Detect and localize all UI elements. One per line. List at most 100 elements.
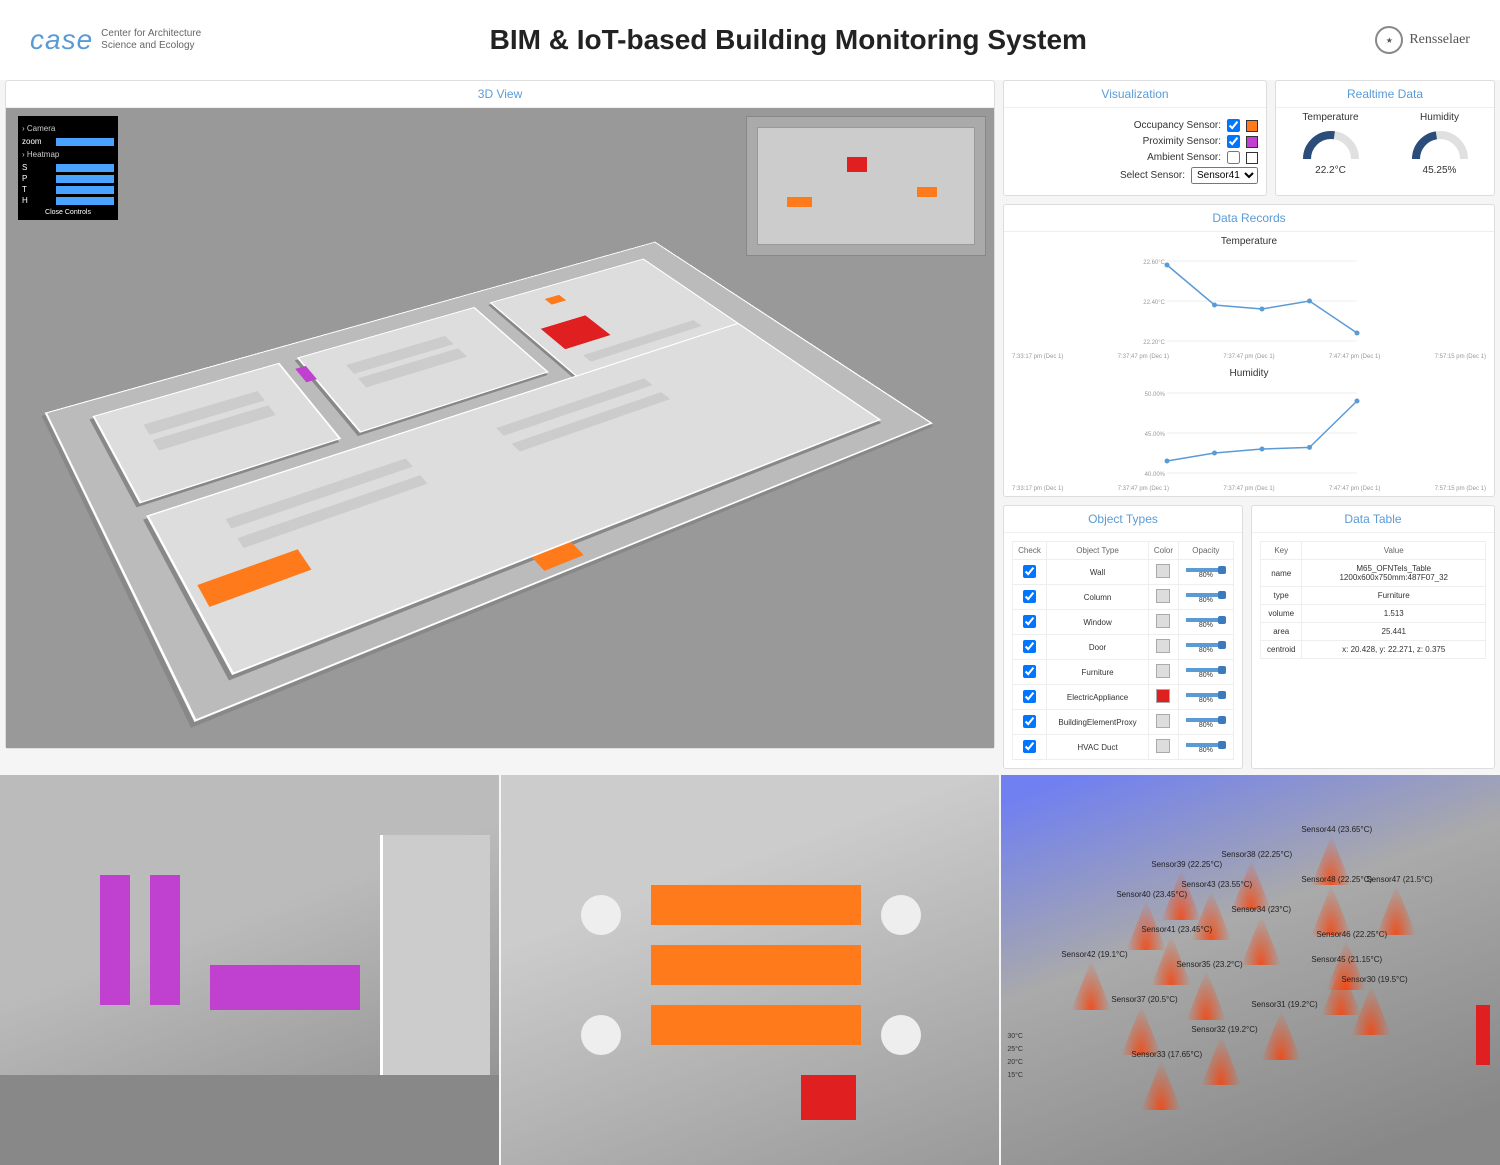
chart-temperature: Temperature 22.60°C22.40°C22.20°C 7:33:1… [1004,232,1494,364]
close-controls-button[interactable]: Close Controls [22,209,114,216]
objtype-checkbox[interactable] [1023,590,1036,603]
opacity-slider[interactable] [1186,618,1226,622]
objtype-row: HVAC Duct80% [1013,735,1234,760]
color-swatch[interactable] [1156,564,1170,578]
panel-realtime: Realtime Data Temperature 22.2°C Humidit… [1275,80,1495,196]
objtype-name: Door [1046,635,1148,660]
sensor-label: Sensor35 (23.2°C) [1176,960,1242,969]
panel-visualization: Visualization Occupancy Sensor: Proximit… [1003,80,1267,196]
color-swatch[interactable] [1156,664,1170,678]
color-swatch[interactable] [1156,614,1170,628]
logo-case: case Center for Architecture Science and… [30,24,201,56]
heatmap-scale-bar [1476,1005,1490,1065]
objtype-name: Wall [1046,560,1148,585]
panel-objtypes: Object Types CheckObject TypeColorOpacit… [1003,505,1243,769]
sensor-label: Sensor37 (20.5°C) [1111,995,1177,1004]
zoom-slider[interactable] [56,138,114,146]
objtype-checkbox[interactable] [1023,690,1036,703]
sensor-label: Sensor46 (22.25°C) [1316,930,1387,939]
ambient-checkbox[interactable] [1227,151,1240,164]
panel-title-3d: 3D View [6,81,994,108]
objtype-row: Window80% [1013,610,1234,635]
bottom-views: Sensor44 (23.65°C)Sensor38 (22.25°C)Sens… [0,775,1500,1165]
view-proximity[interactable] [0,775,499,1165]
sensor-label: Sensor30 (19.5°C) [1341,975,1407,984]
header: case Center for Architecture Science and… [0,0,1500,80]
color-swatch[interactable] [1156,739,1170,753]
objtype-row: BuildingElementProxy80% [1013,710,1234,735]
objtype-row: Column80% [1013,585,1234,610]
objtype-row: ElectricAppliance80% [1013,685,1234,710]
sensor-label: Sensor48 (22.25°C) [1301,875,1372,884]
objtype-checkbox[interactable] [1023,640,1036,653]
svg-text:40.00%: 40.00% [1145,472,1166,478]
opacity-slider[interactable] [1186,743,1226,747]
opacity-slider[interactable] [1186,693,1226,697]
opacity-slider[interactable] [1186,568,1226,572]
svg-text:22.40°C: 22.40°C [1143,300,1165,306]
objtype-checkbox[interactable] [1023,715,1036,728]
data-row: area25.441 [1261,623,1486,641]
sensor-label: Sensor45 (21.15°C) [1311,955,1382,964]
proximity-checkbox[interactable] [1227,135,1240,148]
sensor-label: Sensor39 (22.25°C) [1151,860,1222,869]
objtype-name: Window [1046,610,1148,635]
color-swatch[interactable] [1156,589,1170,603]
view-occupancy[interactable] [501,775,1000,1165]
seal-icon: ★ [1375,26,1403,54]
svg-text:45.00%: 45.00% [1145,432,1166,438]
sensor-label: Sensor41 (23.45°C) [1141,925,1212,934]
objtype-row: Wall80% [1013,560,1234,585]
logo-case-text: case [30,24,93,56]
objtype-checkbox[interactable] [1023,615,1036,628]
ambient-swatch [1246,152,1258,164]
panel-records: Data Records Temperature 22.60°C22.40°C2… [1003,204,1495,497]
panel-datatable: Data Table KeyValuenameM65_OFNTels_Table… [1251,505,1495,769]
controls-widget[interactable]: › Camera zoom › Heatmap S P T H Close Co… [18,116,118,220]
object-types-table: CheckObject TypeColorOpacityWall80%Colum… [1012,541,1234,760]
data-row: typeFurniture [1261,587,1486,605]
gauge-humidity: Humidity 45.25% [1410,112,1470,176]
view-heatmap[interactable]: Sensor44 (23.65°C)Sensor38 (22.25°C)Sens… [1001,775,1500,1165]
svg-text:22.20°C: 22.20°C [1143,340,1165,346]
occupancy-checkbox[interactable] [1227,119,1240,132]
panel-3d-view: 3D View [5,80,995,749]
svg-text:50.00%: 50.00% [1145,392,1166,398]
opacity-slider[interactable] [1186,593,1226,597]
occupancy-swatch [1246,120,1258,132]
sensor-label: Sensor42 (19.1°C) [1061,950,1127,959]
proximity-swatch [1246,136,1258,148]
viewport-3d[interactable]: › Camera zoom › Heatmap S P T H Close Co… [6,108,994,748]
logo-rensselaer: ★ Rensselaer [1375,26,1470,54]
data-row: centroidx: 20.428, y: 22.271, z: 0.375 [1261,641,1486,659]
sensor-label: Sensor31 (19.2°C) [1251,1000,1317,1009]
sensor-label: Sensor34 (23°C) [1231,905,1291,914]
sensor-label: Sensor33 (17.65°C) [1131,1050,1202,1059]
objtype-name: Furniture [1046,660,1148,685]
sensor-select[interactable]: Sensor41 [1191,167,1258,184]
color-swatch[interactable] [1156,689,1170,703]
opacity-slider[interactable] [1186,668,1226,672]
minimap[interactable] [746,116,986,256]
opacity-slider[interactable] [1186,718,1226,722]
gauge-temperature: Temperature 22.2°C [1301,112,1361,176]
objtype-checkbox[interactable] [1023,565,1036,578]
color-swatch[interactable] [1156,639,1170,653]
objtype-name: Column [1046,585,1148,610]
sensor-label: Sensor43 (23.55°C) [1181,880,1252,889]
sensor-label: Sensor40 (23.45°C) [1116,890,1187,899]
svg-text:22.60°C: 22.60°C [1143,260,1165,266]
objtype-checkbox[interactable] [1023,665,1036,678]
page-title: BIM & IoT-based Building Monitoring Syst… [490,24,1087,56]
sensor-label: Sensor44 (23.65°C) [1301,825,1372,834]
color-swatch[interactable] [1156,714,1170,728]
sensor-label: Sensor38 (22.25°C) [1221,850,1292,859]
data-table: KeyValuenameM65_OFNTels_Table 1200x600x7… [1260,541,1486,659]
chart-humidity: Humidity 50.00%45.00%40.00% 7:33:17 pm (… [1004,364,1494,496]
objtype-name: ElectricAppliance [1046,685,1148,710]
objtype-checkbox[interactable] [1023,740,1036,753]
data-row: nameM65_OFNTels_Table 1200x600x750mm:487… [1261,560,1486,587]
objtype-row: Furniture80% [1013,660,1234,685]
sensor-label: Sensor47 (21.5°C) [1366,875,1432,884]
opacity-slider[interactable] [1186,643,1226,647]
